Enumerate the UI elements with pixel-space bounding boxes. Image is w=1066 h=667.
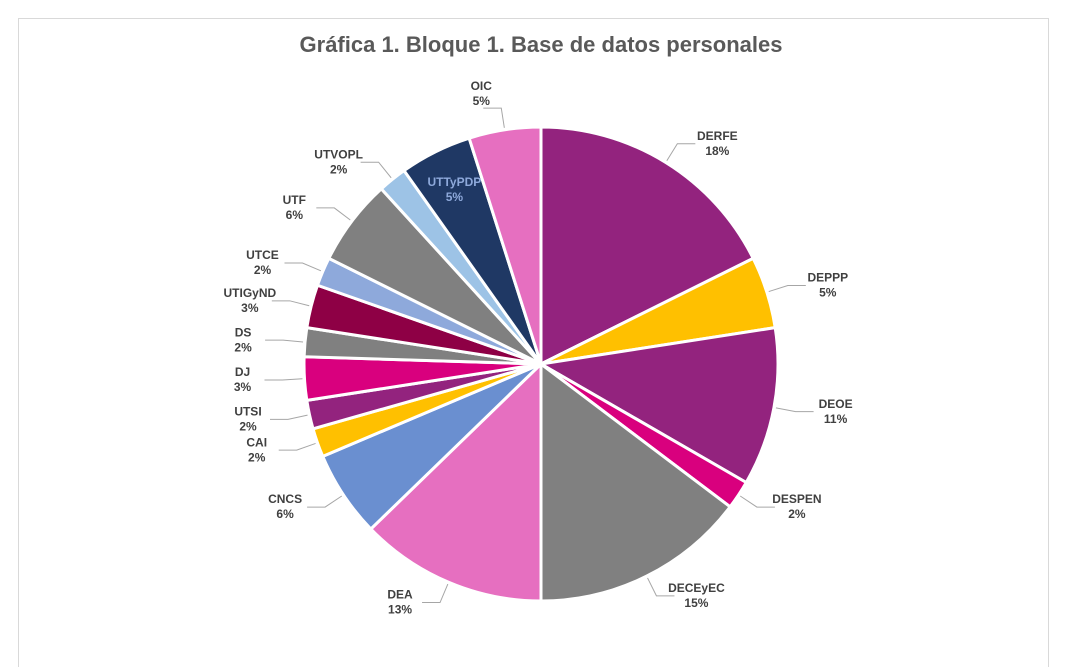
leader-line [269,414,308,420]
slice-value-label: 5% [446,190,464,204]
slice-name: UTVOPL [314,147,363,161]
slice-value-label: 6% [286,208,304,222]
leader-line [775,407,814,413]
slice-name: UTIGyND [223,286,276,300]
slice-value-label: 5% [473,94,491,108]
slice-name: CNCS [268,492,302,506]
pie-slice [539,125,756,367]
slice-value-label: 2% [234,340,252,354]
slice-value-label: 5% [819,286,837,300]
slice-name: DS [235,325,252,339]
leader-line [316,207,351,221]
slice-value-label: 2% [239,420,257,434]
slice-value-label: 11% [824,412,848,426]
slice-name: UTCE [246,248,279,262]
leader-line [264,378,303,381]
leader-line [360,161,392,179]
slice-name: DEOE [819,397,853,411]
leader-line [739,495,775,508]
chart-title: Gráfica 1. Bloque 1. Base de datos perso… [300,32,783,57]
slice-name: DEA [387,588,413,602]
slice-name: DESPEN [772,492,821,506]
slice-name: UTF [283,193,306,207]
leader-line [265,339,304,343]
slice-value-label: 15% [684,596,708,610]
leader-line [483,107,505,128]
leader-line [666,143,696,162]
pie-slice [539,360,733,603]
slice-name: UTTyPDP [427,175,481,189]
slice-name: UTSI [234,405,261,419]
leader-line [284,262,322,272]
slice-name: OIC [471,79,493,93]
slice-value-label: 18% [705,144,729,158]
slice-name: DERFE [697,129,738,143]
slice-value-label: 2% [254,263,272,277]
leader-line [307,495,343,508]
slice-value-label: 3% [241,301,259,315]
leader-line [768,284,806,293]
slice-value-label: 6% [276,507,294,521]
pie-slice [536,325,780,485]
slice-value-label: 2% [248,450,266,464]
leader-line [271,300,310,307]
slice-value-label: 2% [788,507,806,521]
slice-name: DJ [235,365,250,379]
leader-line [278,442,316,451]
leader-line [422,583,449,604]
pie-slice [368,360,543,603]
slice-value-label: 13% [388,603,412,617]
pie-slice [467,125,543,365]
slice-value-label: 2% [330,162,348,176]
slice-name: DECEyEC [668,581,725,595]
leader-line [647,577,675,597]
slice-name: DEPPP [807,271,848,285]
slice-value-label: 3% [234,380,252,394]
slice-name: CAI [246,435,267,449]
